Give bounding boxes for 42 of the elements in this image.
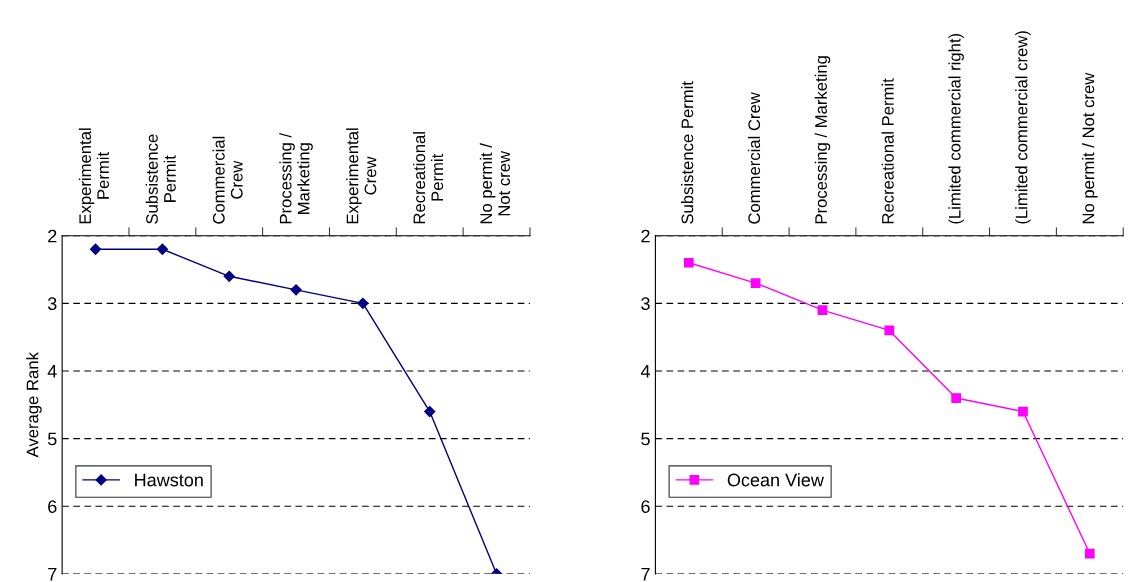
point — [884, 325, 895, 336]
point — [156, 243, 169, 255]
y-tick-label: 2 — [48, 229, 57, 243]
y-tick-label: 3 — [47, 297, 57, 311]
point — [357, 297, 369, 309]
point — [223, 270, 235, 282]
point — [1018, 406, 1028, 417]
y-tick-label: 3 — [641, 297, 650, 311]
x-tick-label: Commercial Crew — [747, 92, 761, 224]
point — [683, 257, 694, 268]
legend-label: Ocean View — [727, 473, 824, 487]
x-tick-label: Experimental Crew — [346, 128, 377, 224]
y-tick-label: 7 — [641, 567, 650, 581]
y-tick-label: 4 — [640, 365, 651, 378]
x-tick-label: Experimental Permit — [78, 128, 110, 224]
x-tick-label: Processing / Marketing — [814, 56, 831, 224]
y-tick-label: 5 — [641, 432, 650, 446]
y-tick-label: 6 — [641, 500, 650, 513]
x-tick-label: No permit / Not crew — [1082, 72, 1098, 224]
point — [89, 243, 102, 255]
x-tick-label: Subsistence Permit — [145, 134, 176, 224]
x-tick-label: (Limited commercial crew) — [1015, 31, 1031, 224]
y-tick-label: 7 — [48, 567, 57, 581]
legend-label: Hawston — [135, 473, 203, 487]
x-tick-label: No permit / Not crew — [479, 143, 510, 224]
x-tick-label: (Limited commercial right) — [948, 33, 964, 224]
y-tick-label: 5 — [47, 432, 57, 446]
point — [750, 278, 761, 288]
x-tick-label: Recreational Permit — [412, 132, 444, 224]
y-tick-label: 6 — [48, 500, 57, 513]
y-tick-label: 4 — [47, 365, 57, 378]
y-tick-label: 2 — [641, 229, 650, 243]
point — [290, 284, 302, 296]
x-tick-label: Commercial Crew — [212, 136, 243, 224]
x-tick-label: Recreational Permit — [881, 78, 894, 224]
point — [817, 305, 828, 315]
point — [424, 405, 436, 418]
y-axis-title: Average Rank — [26, 352, 42, 458]
point — [1084, 548, 1095, 559]
x-tick-label: Processing / Marketing — [279, 132, 313, 224]
point — [951, 393, 962, 403]
x-tick-label: Subsistence Permit — [681, 81, 694, 224]
